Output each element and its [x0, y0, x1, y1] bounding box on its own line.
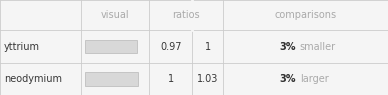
Text: 0.97: 0.97: [160, 42, 182, 52]
Text: visual: visual: [101, 10, 130, 20]
Text: 3%: 3%: [279, 42, 296, 52]
Text: smaller: smaller: [300, 42, 336, 52]
Text: 1.03: 1.03: [197, 74, 218, 84]
Text: ratios: ratios: [172, 10, 200, 20]
FancyBboxPatch shape: [85, 40, 137, 53]
Text: 1: 1: [168, 74, 174, 84]
Text: yttrium: yttrium: [4, 42, 40, 52]
FancyBboxPatch shape: [85, 72, 138, 86]
Text: larger: larger: [300, 74, 329, 84]
Text: 3%: 3%: [279, 74, 296, 84]
Text: neodymium: neodymium: [4, 74, 62, 84]
Text: 1: 1: [204, 42, 211, 52]
Text: comparisons: comparisons: [274, 10, 337, 20]
